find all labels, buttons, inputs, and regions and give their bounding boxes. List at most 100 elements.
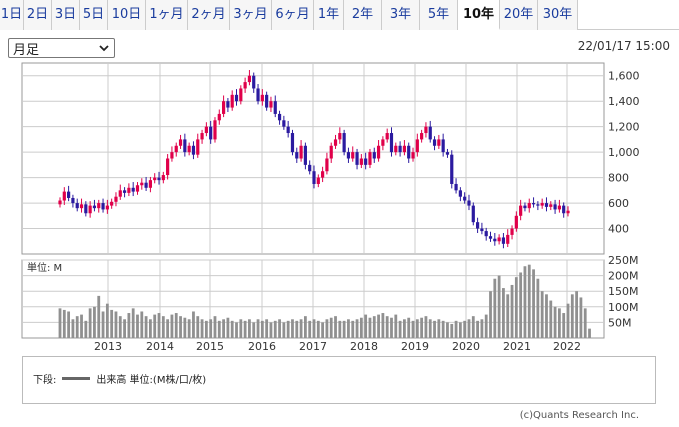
tab-2年[interactable]: 2年 <box>344 0 382 30</box>
volume-bar <box>575 291 579 338</box>
volume-bar <box>299 319 303 338</box>
tab-2日[interactable]: 2日 <box>24 0 52 30</box>
candle-body <box>58 200 62 205</box>
tab-1日[interactable]: 1日 <box>0 0 24 30</box>
volume-bar <box>105 303 109 338</box>
candle-body <box>394 145 398 153</box>
volume-bar <box>153 314 157 338</box>
volume-bar <box>213 316 217 338</box>
tab-20年[interactable]: 20年 <box>500 0 538 30</box>
interval-select-value: 月足 <box>13 42 40 58</box>
volume-bar <box>321 322 325 338</box>
volume-bar <box>549 300 553 338</box>
tab-2ヶ月[interactable]: 2ヶ月 <box>188 0 230 30</box>
volume-bar <box>248 319 251 338</box>
candle-body <box>351 152 355 159</box>
volume-bar <box>372 316 376 338</box>
period-tabs: 1日 2日 3日 5日 10日 1ヶ月 2ヶ月 3ヶ月 6ヶ月 1年 2年 3年 5年 10年 20年 30年 <box>0 0 679 30</box>
volume-bar <box>58 308 62 338</box>
volume-tick-label: 100M <box>608 301 639 314</box>
volume-bar <box>411 320 415 338</box>
candle-body <box>467 200 471 206</box>
volume-bar <box>347 319 350 338</box>
volume-bar <box>458 322 462 338</box>
tab-1年[interactable]: 1年 <box>314 0 344 30</box>
candle-body <box>303 145 307 165</box>
candle-body <box>562 205 566 214</box>
candle-body <box>389 133 394 153</box>
candle-body <box>127 187 131 193</box>
candle-body <box>105 205 109 210</box>
legend-lower-label: 下段: <box>33 375 57 386</box>
volume-bar <box>286 320 290 338</box>
volume-bar <box>62 309 66 338</box>
volume-bar <box>583 308 587 338</box>
tab-3日[interactable]: 3日 <box>52 0 80 30</box>
candle-body <box>135 185 140 192</box>
candle-body <box>510 228 514 235</box>
price-tick-label: 1,400 <box>608 95 640 108</box>
x-tick-label: 2017 <box>299 340 327 353</box>
candle-body <box>187 145 191 153</box>
candle-body <box>531 203 536 205</box>
volume-bar <box>88 308 92 338</box>
candle-body <box>161 175 165 181</box>
candle-body <box>131 187 135 192</box>
volume-bar <box>519 272 523 338</box>
volume-tick-label: 50M <box>608 316 632 329</box>
candle-body <box>71 197 75 204</box>
candle-body <box>204 126 208 134</box>
volume-bar <box>334 316 337 338</box>
volume-bar <box>359 317 363 338</box>
volume-bar <box>265 319 269 338</box>
volume-bar <box>514 277 518 338</box>
candle-body <box>463 196 467 201</box>
candle-body <box>372 152 376 159</box>
tab-3ヶ月[interactable]: 3ヶ月 <box>230 0 272 30</box>
volume-bar <box>217 320 221 338</box>
tab-30年[interactable]: 30年 <box>538 0 578 30</box>
volume-bar <box>269 322 273 338</box>
candle-body <box>402 145 407 153</box>
volume-bar <box>428 319 432 338</box>
tab-3年[interactable]: 3年 <box>382 0 420 30</box>
candle-body <box>140 182 144 186</box>
volume-bar <box>226 317 230 338</box>
candle-body <box>428 126 432 140</box>
candle-body <box>493 238 497 242</box>
candle-body <box>295 152 299 159</box>
tab-10日[interactable]: 10日 <box>108 0 146 30</box>
x-tick-label: 2022 <box>553 340 581 353</box>
candle-body <box>256 88 260 102</box>
candle-body <box>62 191 66 201</box>
tab-1ヶ月[interactable]: 1ヶ月 <box>146 0 188 30</box>
candle-body <box>213 120 217 140</box>
volume-bar <box>325 319 329 338</box>
candle-body <box>247 75 252 83</box>
interval-select[interactable]: 月足 <box>8 38 115 58</box>
volume-bar <box>588 328 591 338</box>
candle-body <box>170 152 174 159</box>
volume-bar <box>230 320 234 338</box>
price-tick-label: 600 <box>608 197 629 210</box>
volume-bar <box>114 311 118 338</box>
volume-bar <box>545 294 548 338</box>
volume-bar <box>84 320 88 338</box>
volume-bar <box>291 319 294 338</box>
tab-5年[interactable]: 5年 <box>420 0 458 30</box>
volume-bar <box>144 316 148 338</box>
tab-10年[interactable]: 10年 <box>458 0 500 30</box>
x-tick-label: 2019 <box>401 340 429 353</box>
candle-body <box>355 152 359 165</box>
volume-bar <box>441 320 445 338</box>
price-tick-label: 1,200 <box>608 121 640 134</box>
x-tick-label: 2014 <box>146 340 174 353</box>
candle-body <box>432 139 437 146</box>
candle-body <box>312 171 316 184</box>
tab-5日[interactable]: 5日 <box>80 0 108 30</box>
tab-6ヶ月[interactable]: 6ヶ月 <box>272 0 314 30</box>
candle-body <box>88 205 92 214</box>
candle-body <box>209 126 213 140</box>
candle-body <box>454 183 458 191</box>
candle-body <box>273 101 277 114</box>
